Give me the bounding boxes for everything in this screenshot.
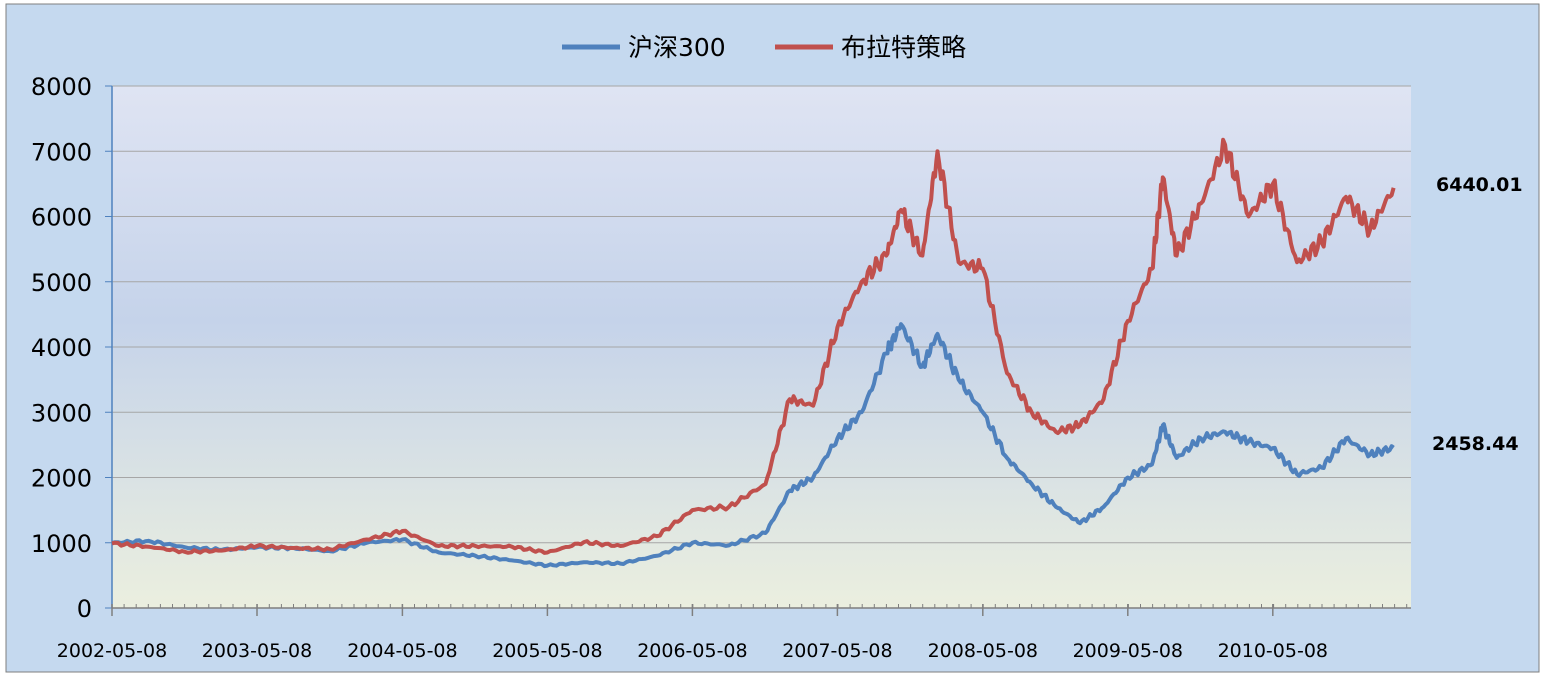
legend-label-hs300: 沪深300 xyxy=(628,33,726,62)
y-tick-label: 4000 xyxy=(31,334,92,362)
legend-label-bullet: 布拉特策略 xyxy=(841,33,966,62)
end-label-bullet: 6440.01 xyxy=(1436,174,1523,196)
x-tick-label: 2010-05-08 xyxy=(1218,640,1328,662)
x-tick-label: 2003-05-08 xyxy=(202,640,312,662)
y-tick-label: 2000 xyxy=(31,465,92,493)
y-tick-label: 8000 xyxy=(31,73,92,101)
y-tick-label: 1000 xyxy=(31,530,92,558)
axes: 0 1000 2000 3000 4000 5000 6000 7000 8000 2002-05… xyxy=(31,73,1411,662)
series-line-hs300 xyxy=(111,322,1395,569)
x-tick-label: 2007-05-08 xyxy=(782,640,892,662)
x-tick-label: 2009-05-08 xyxy=(1073,640,1183,662)
end-labels: 6440.01 2458.44 xyxy=(1432,174,1523,455)
end-label-hs300: 2458.44 xyxy=(1432,433,1519,455)
x-tick-label: 2005-05-08 xyxy=(492,640,602,662)
x-tick-label: 2008-05-08 xyxy=(928,640,1038,662)
series-lines xyxy=(111,137,1396,569)
y-tick-label: 3000 xyxy=(31,399,92,427)
legend: 沪深300 布拉特策略 xyxy=(562,33,966,62)
x-tick-label: 2006-05-08 xyxy=(637,640,747,662)
series-line-bullet xyxy=(111,137,1396,555)
y-tick-label: 5000 xyxy=(31,269,92,297)
x-tick-label: 2002-05-08 xyxy=(57,640,167,662)
y-tick-label: 6000 xyxy=(31,204,92,232)
x-tick-label: 2004-05-08 xyxy=(347,640,457,662)
y-tick-label: 0 xyxy=(77,595,92,623)
y-tick-label: 7000 xyxy=(31,138,92,166)
